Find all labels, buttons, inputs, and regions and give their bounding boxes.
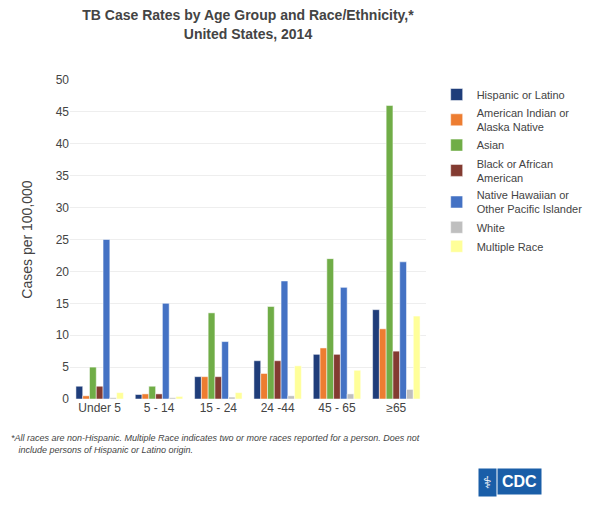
- svg-text:Asian: Asian: [477, 139, 505, 151]
- svg-text:5 - 14: 5 - 14: [144, 401, 175, 415]
- svg-text:0: 0: [62, 392, 69, 406]
- svg-text:15 - 24: 15 - 24: [200, 401, 238, 415]
- svg-text:Multiple Race: Multiple Race: [477, 241, 544, 253]
- svg-text:⚕: ⚕: [483, 473, 492, 492]
- svg-text:American Indian orAlaska Nativ: American Indian orAlaska Native: [477, 107, 570, 133]
- svg-text:Hispanic or Latino: Hispanic or Latino: [477, 89, 565, 101]
- svg-text:TB Case Rates by Age Group and: TB Case Rates by Age Group and Race/Ethn…: [82, 7, 414, 41]
- svg-text:≥65: ≥65: [386, 401, 406, 415]
- svg-text:Under 5: Under 5: [78, 401, 121, 415]
- svg-text:*All races are non-Hispanic. M: *All races are non-Hispanic. Multiple Ra…: [11, 433, 420, 455]
- svg-text:10: 10: [56, 328, 70, 342]
- svg-text:CDC: CDC: [502, 473, 537, 490]
- svg-text:50: 50: [56, 73, 70, 87]
- svg-text:45 - 65: 45 - 65: [318, 401, 356, 415]
- svg-text:Black or AfricanAmerican: Black or AfricanAmerican: [477, 158, 553, 184]
- svg-text:45: 45: [56, 105, 70, 119]
- svg-text:20: 20: [56, 265, 70, 279]
- svg-text:40: 40: [56, 137, 70, 151]
- svg-text:5: 5: [62, 360, 69, 374]
- svg-text:24 -44: 24 -44: [261, 401, 295, 415]
- svg-text:Cases per 100,000: Cases per 100,000: [19, 180, 35, 299]
- svg-text:25: 25: [56, 233, 70, 247]
- svg-text:30: 30: [56, 201, 70, 215]
- svg-text:15: 15: [56, 297, 70, 311]
- svg-text:Native Hawaiian orOther Pacifi: Native Hawaiian orOther Pacific Islander: [477, 189, 582, 215]
- svg-text:White: White: [477, 222, 505, 234]
- svg-text:35: 35: [56, 169, 70, 183]
